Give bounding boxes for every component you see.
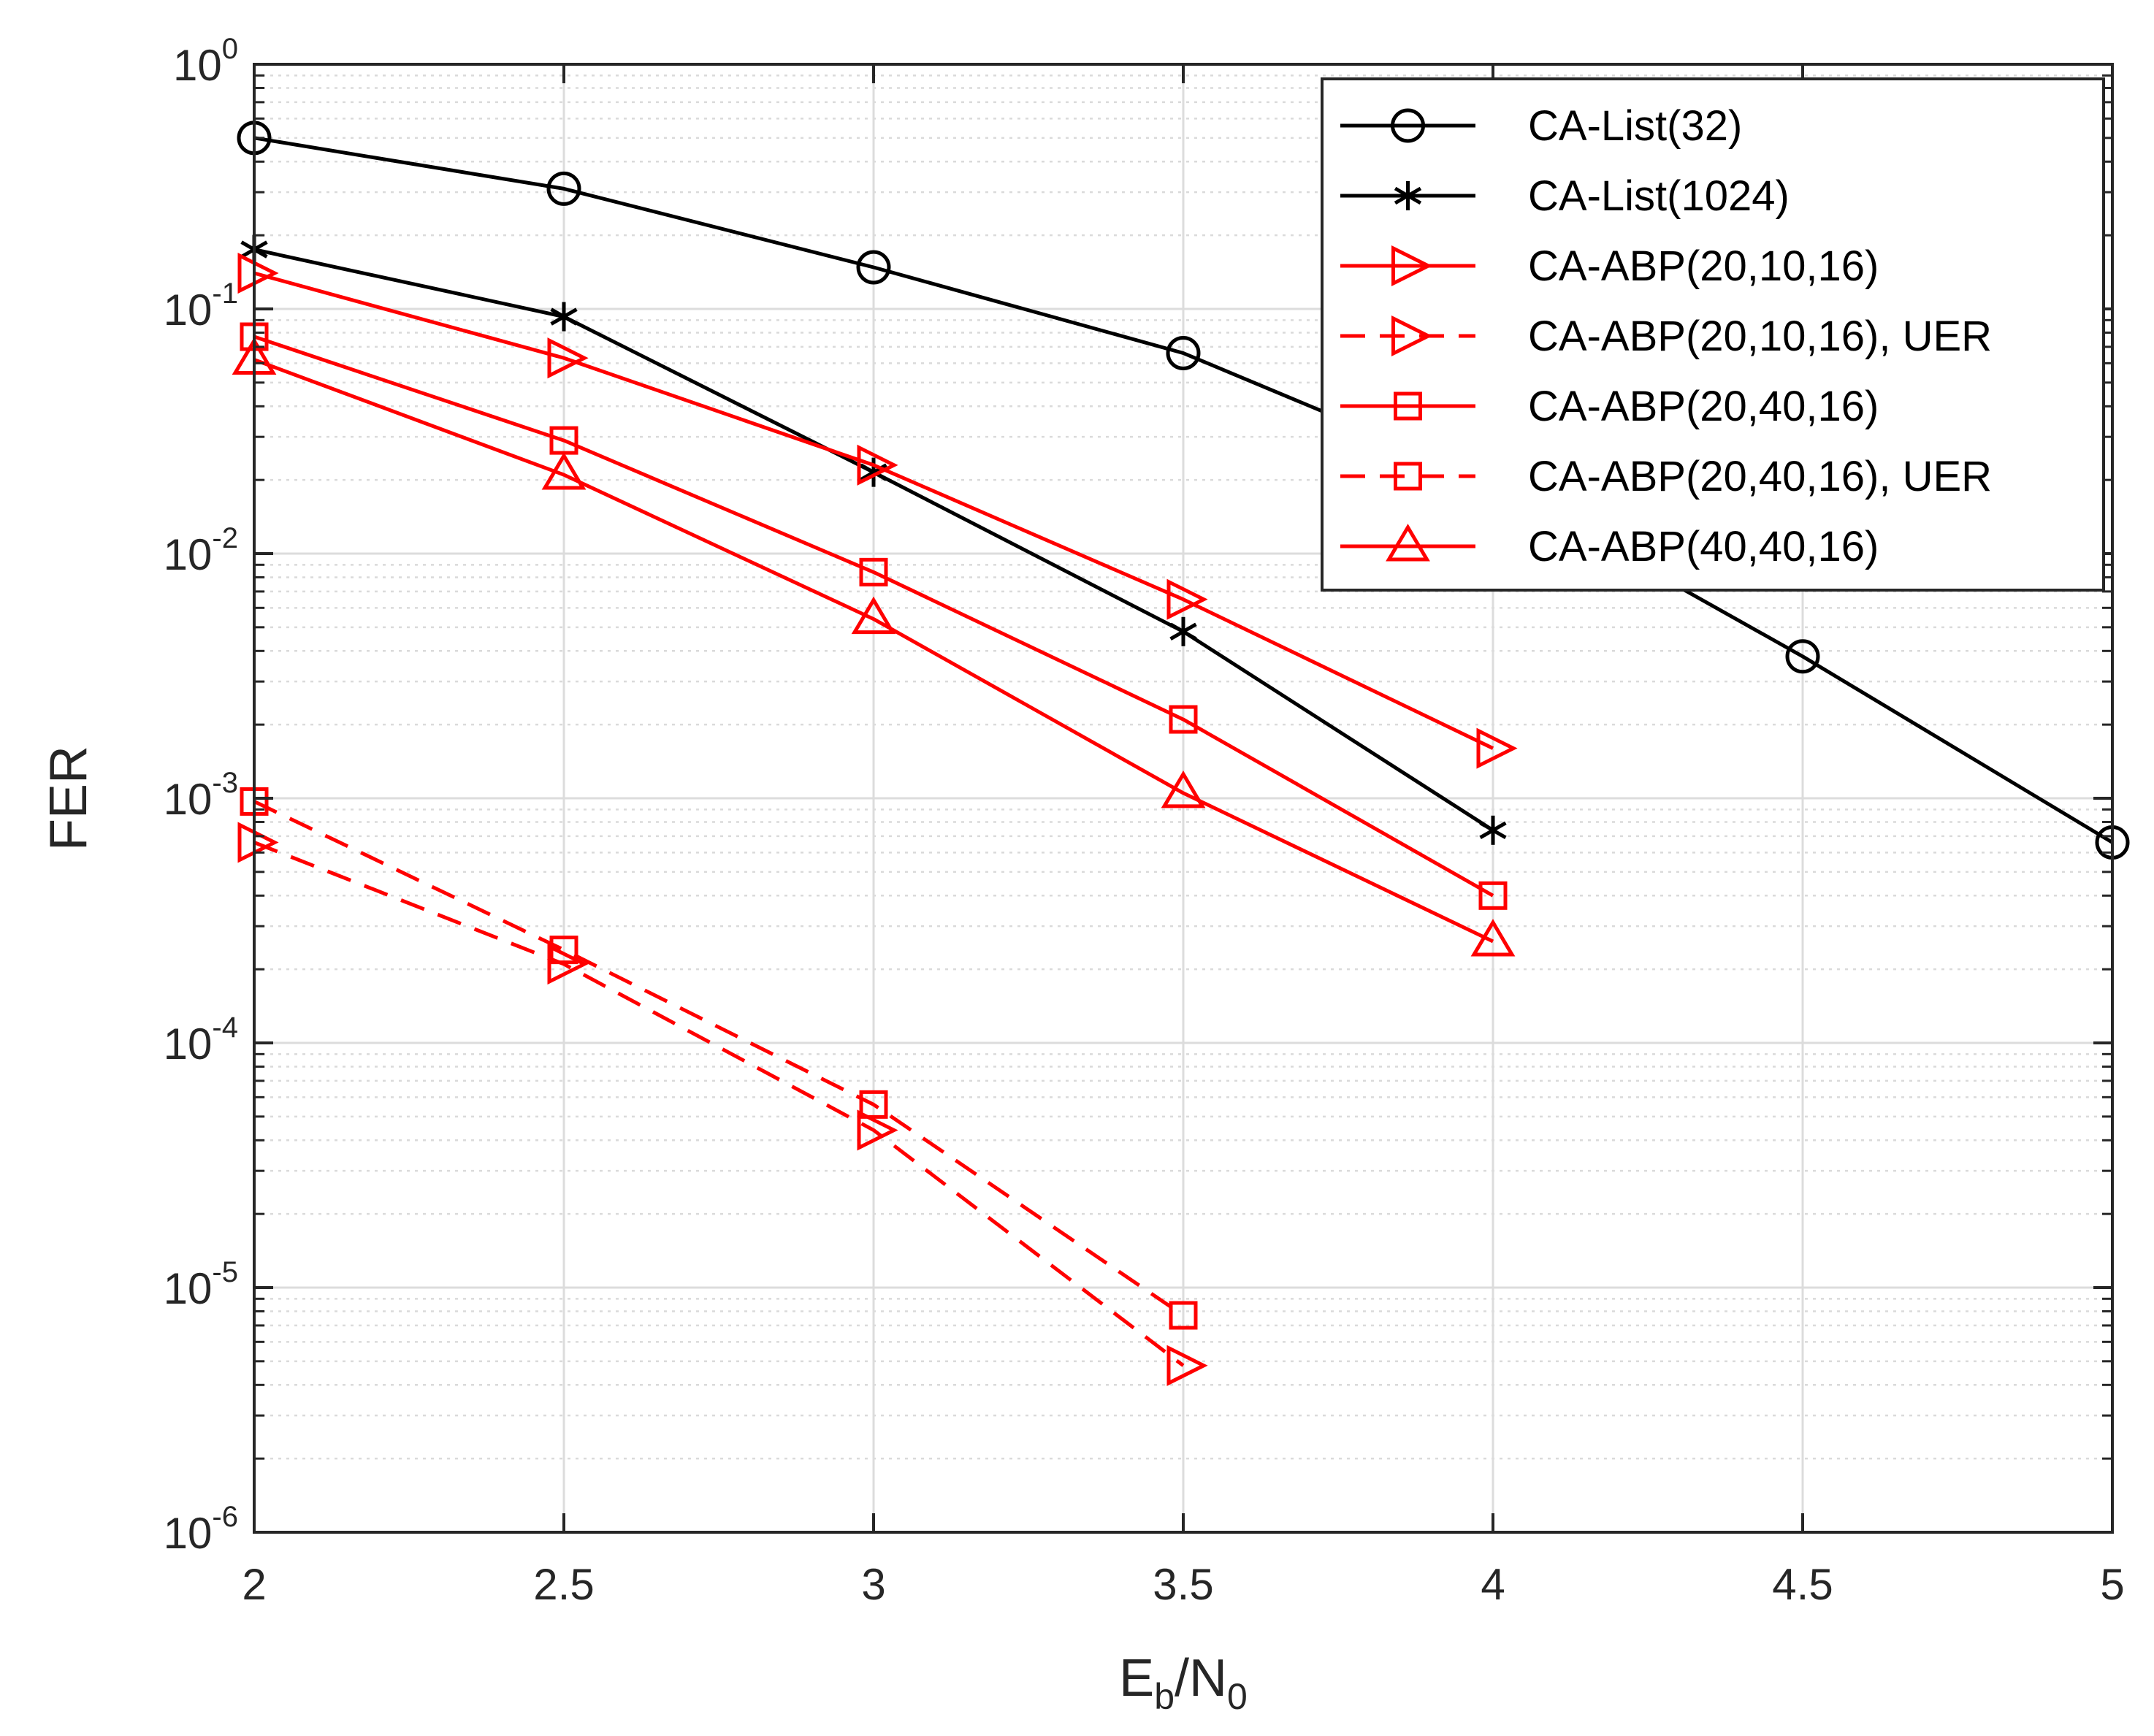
data-point-triangle-right bbox=[857, 444, 898, 486]
series-line bbox=[253, 136, 2114, 844]
data-point-circle bbox=[1785, 639, 1820, 674]
series-line bbox=[253, 358, 1494, 944]
legend-label: CA-List(1024) bbox=[1528, 172, 1790, 220]
data-point-triangle-right bbox=[857, 1109, 898, 1151]
legend-label: CA-ABP(40,40,16) bbox=[1528, 523, 1879, 570]
series-group bbox=[232, 121, 2130, 1386]
legend-item-ca-list-1024: CA-List(1024) bbox=[1340, 172, 1790, 220]
y-axis-title: FER bbox=[39, 746, 98, 851]
data-point-square bbox=[859, 1090, 888, 1119]
legend-item-ca-abp-20-10-16: CA-ABP(20,10,16) bbox=[1340, 242, 1879, 290]
y-tick-label: 10-5 bbox=[164, 1256, 238, 1313]
legend: CA-List(32) CA-List(1024) CA-ABP(20,10,16)… bbox=[1321, 77, 2105, 592]
x-tick-label: 4.5 bbox=[1772, 1560, 1833, 1609]
data-point-square bbox=[859, 557, 888, 586]
legend-marker-circle bbox=[1391, 108, 1425, 143]
data-point-square bbox=[1478, 881, 1508, 910]
data-point-triangle-right bbox=[1166, 1345, 1208, 1386]
y-tick-label: 10-2 bbox=[164, 522, 238, 579]
legend-label: CA-ABP(20,10,16), UER bbox=[1528, 313, 1992, 360]
series-ca-abp-40-40-16 bbox=[232, 337, 1516, 957]
x-tick-label: 2 bbox=[242, 1560, 266, 1609]
asterisk-stroke bbox=[1169, 622, 1197, 641]
data-point-square bbox=[549, 936, 578, 965]
x-tick-label: 2.5 bbox=[533, 1560, 594, 1609]
y-tick-label: 10-4 bbox=[164, 1012, 238, 1068]
legend-item-ca-abp-20-10-16-uer: CA-ABP(20,10,16), UER bbox=[1340, 313, 1992, 360]
legend-marker-triangle-right bbox=[1391, 245, 1433, 287]
legend-item-ca-abp-20-40-16-uer: CA-ABP(20,40,16), UER bbox=[1340, 453, 1992, 500]
data-point-circle bbox=[546, 171, 581, 206]
tick-labels: 100 10-1 10-2 10-3 10-4 10-5 10-62 2.5 3 3.5 4 4.5 5 bbox=[164, 33, 2125, 1609]
series-line bbox=[253, 271, 1494, 750]
data-point-triangle-up bbox=[1470, 919, 1516, 957]
asterisk-stroke bbox=[550, 307, 578, 326]
x-tick-label: 5 bbox=[2100, 1560, 2124, 1609]
data-point-square bbox=[1169, 1301, 1198, 1330]
data-point-triangle-up bbox=[851, 596, 896, 635]
legend-marker-square bbox=[1394, 391, 1422, 421]
data-point-asterisk bbox=[1169, 616, 1197, 646]
data-point-triangle-up bbox=[1161, 770, 1206, 808]
legend-label: CA-ABP(20,10,16) bbox=[1528, 242, 1879, 290]
legend-marker-triangle-right bbox=[1391, 315, 1433, 357]
legend-marker-asterisk bbox=[1394, 181, 1422, 210]
data-point-asterisk bbox=[550, 302, 578, 332]
legend-marker-square bbox=[1394, 462, 1422, 491]
data-point-circle bbox=[1166, 335, 1201, 370]
series-line bbox=[253, 841, 1185, 1367]
asterisk-stroke bbox=[1479, 821, 1507, 839]
legend-item-ca-abp-40-40-16: CA-ABP(40,40,16) bbox=[1340, 523, 1879, 570]
series-ca-abp-20-10-16-uer bbox=[237, 822, 1208, 1386]
legend-label: CA-List(32) bbox=[1528, 102, 1742, 150]
x-tick-label: 4 bbox=[1481, 1560, 1505, 1609]
data-point-triangle-right bbox=[1476, 727, 1518, 769]
series-ca-abp-20-10-16 bbox=[237, 253, 1518, 769]
series-line bbox=[253, 800, 1185, 1318]
data-point-triangle-right bbox=[237, 253, 279, 294]
series-line bbox=[253, 334, 1494, 898]
legend-box bbox=[1321, 77, 2105, 592]
y-tick-label: 100 bbox=[173, 33, 238, 90]
y-tick-label: 10-3 bbox=[164, 767, 238, 824]
x-tick-label: 3 bbox=[861, 1560, 885, 1609]
data-point-triangle-right bbox=[547, 337, 589, 379]
legend-marker-triangle-up bbox=[1386, 524, 1430, 562]
data-point-triangle-right bbox=[1166, 578, 1208, 620]
y-tick-label: 10-6 bbox=[164, 1501, 238, 1558]
x-axis-title: Eb/N0 bbox=[1119, 1649, 1248, 1717]
data-point-triangle-right bbox=[237, 822, 279, 863]
data-point-triangle-right bbox=[547, 944, 589, 985]
asterisk-stroke bbox=[1394, 186, 1422, 205]
legend-item-ca-list-32: CA-List(32) bbox=[1340, 102, 1742, 150]
data-point-asterisk bbox=[1479, 815, 1507, 845]
legend-label: CA-ABP(20,40,16) bbox=[1528, 383, 1879, 430]
data-point-square bbox=[1169, 705, 1198, 734]
legend-item-ca-abp-20-40-16: CA-ABP(20,40,16) bbox=[1340, 383, 1879, 430]
x-tick-label: 3.5 bbox=[1153, 1560, 1213, 1609]
y-tick-label: 10-1 bbox=[164, 278, 238, 334]
legend-label: CA-ABP(20,40,16), UER bbox=[1528, 453, 1992, 500]
data-point-circle bbox=[856, 250, 891, 285]
data-point-triangle-up bbox=[541, 452, 587, 490]
